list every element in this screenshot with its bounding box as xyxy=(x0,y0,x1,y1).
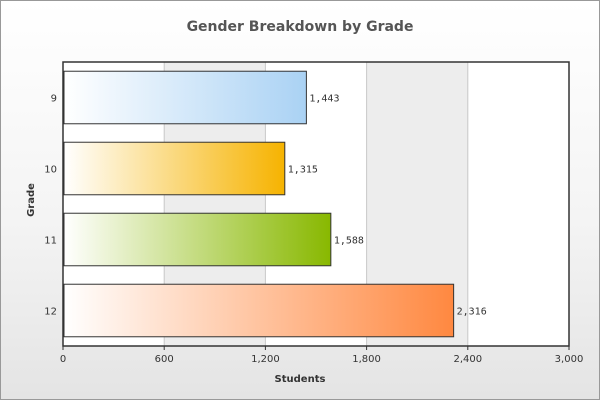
x-tick-label: 600 xyxy=(155,354,174,365)
y-axis-title: Grade xyxy=(26,183,37,217)
x-tick-label: 0 xyxy=(60,354,66,365)
data-label: 1,443 xyxy=(309,94,339,105)
x-tick-label: 2,400 xyxy=(453,354,482,365)
plot-border xyxy=(62,61,570,347)
data-label: 1,315 xyxy=(288,165,318,176)
chart-title: Gender Breakdown by Grade xyxy=(187,19,414,35)
bar-grade-9 xyxy=(63,70,307,125)
bar-grade-10 xyxy=(63,141,286,196)
y-tick-label: 11 xyxy=(44,236,57,247)
x-tick-label: 1,200 xyxy=(251,354,280,365)
y-tick-label: 9 xyxy=(51,94,57,105)
x-tick-label: 1,800 xyxy=(352,354,381,365)
data-label: 2,316 xyxy=(457,307,487,318)
bar-grade-11 xyxy=(63,212,332,267)
y-tick-label: 12 xyxy=(44,307,57,318)
x-tick-label: 3,000 xyxy=(555,354,584,365)
data-label: 1,588 xyxy=(334,236,364,247)
y-tick-label: 10 xyxy=(44,165,57,176)
x-axis-title: Students xyxy=(275,374,326,385)
bar-grade-12 xyxy=(63,283,455,338)
